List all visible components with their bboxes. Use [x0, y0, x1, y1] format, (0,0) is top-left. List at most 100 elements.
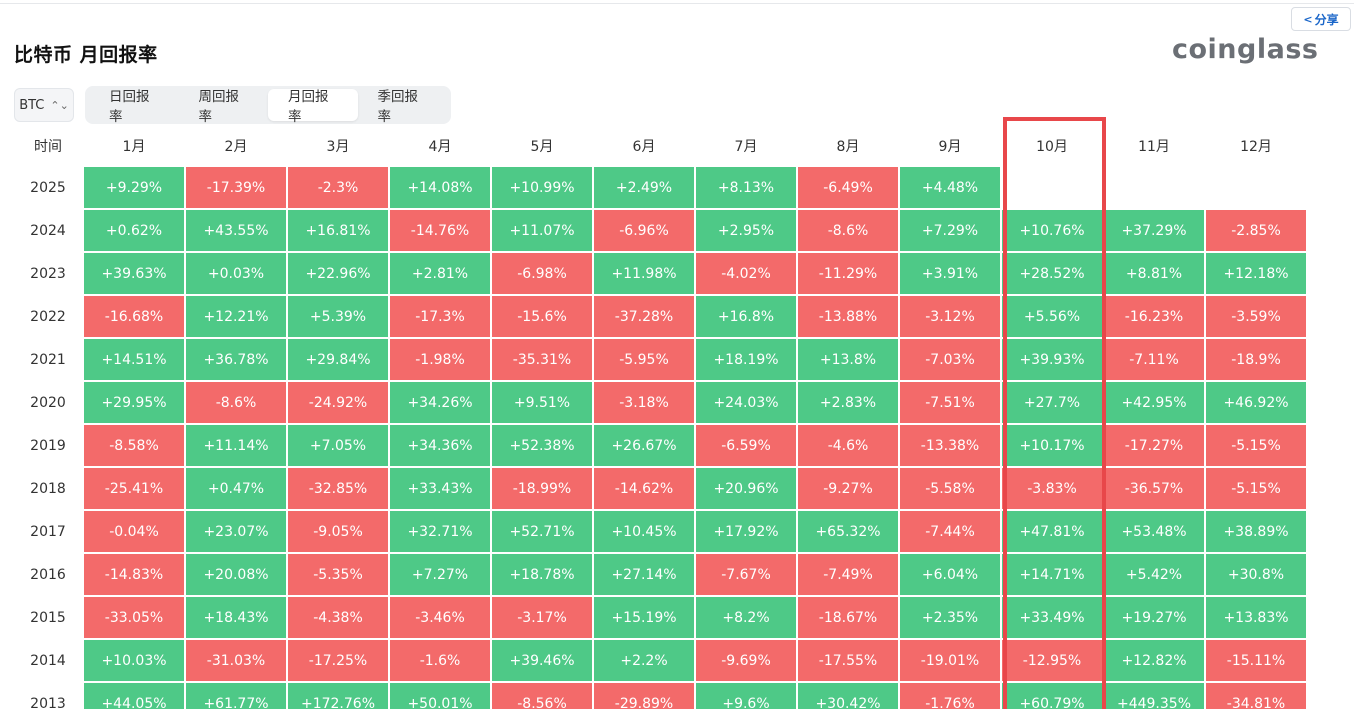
return-cell[interactable]: +3.91%: [900, 253, 1000, 294]
return-cell[interactable]: -12.95%: [1002, 640, 1102, 681]
return-cell[interactable]: +2.2%: [594, 640, 694, 681]
return-cell[interactable]: -6.49%: [798, 167, 898, 208]
return-cell[interactable]: +4.48%: [900, 167, 1000, 208]
return-cell[interactable]: -7.11%: [1104, 339, 1204, 380]
return-cell[interactable]: -4.02%: [696, 253, 796, 294]
return-cell[interactable]: +60.79%: [1002, 683, 1102, 709]
return-cell[interactable]: -14.62%: [594, 468, 694, 509]
return-cell[interactable]: +11.14%: [186, 425, 286, 466]
return-cell[interactable]: -6.96%: [594, 210, 694, 251]
return-cell[interactable]: +29.84%: [288, 339, 388, 380]
return-cell[interactable]: -15.6%: [492, 296, 592, 337]
return-cell[interactable]: +8.2%: [696, 597, 796, 638]
return-cell[interactable]: +52.38%: [492, 425, 592, 466]
return-cell[interactable]: +10.76%: [1002, 210, 1102, 251]
return-cell[interactable]: +15.19%: [594, 597, 694, 638]
return-cell[interactable]: -13.38%: [900, 425, 1000, 466]
month-header[interactable]: 3月: [326, 139, 350, 155]
return-cell[interactable]: -9.05%: [288, 511, 388, 552]
return-cell[interactable]: +39.46%: [492, 640, 592, 681]
return-cell[interactable]: -4.38%: [288, 597, 388, 638]
month-header[interactable]: 5月: [530, 139, 554, 155]
return-cell[interactable]: -8.6%: [186, 382, 286, 423]
return-cell[interactable]: +34.36%: [390, 425, 490, 466]
return-cell[interactable]: -35.31%: [492, 339, 592, 380]
return-cell[interactable]: +0.03%: [186, 253, 286, 294]
return-cell[interactable]: +0.62%: [84, 210, 184, 251]
return-cell[interactable]: -2.3%: [288, 167, 388, 208]
return-cell[interactable]: +50.01%: [390, 683, 490, 709]
return-cell[interactable]: -9.27%: [798, 468, 898, 509]
return-cell[interactable]: +449.35%: [1104, 683, 1204, 709]
return-cell[interactable]: +7.27%: [390, 554, 490, 595]
return-cell[interactable]: +7.05%: [288, 425, 388, 466]
return-cell[interactable]: -9.69%: [696, 640, 796, 681]
return-cell[interactable]: -1.98%: [390, 339, 490, 380]
return-cell[interactable]: +18.19%: [696, 339, 796, 380]
return-cell[interactable]: -17.55%: [798, 640, 898, 681]
return-cell[interactable]: +13.8%: [798, 339, 898, 380]
return-cell[interactable]: +2.81%: [390, 253, 490, 294]
return-cell[interactable]: +26.67%: [594, 425, 694, 466]
return-cell[interactable]: -7.67%: [696, 554, 796, 595]
return-cell[interactable]: +24.03%: [696, 382, 796, 423]
return-cell[interactable]: +52.71%: [492, 511, 592, 552]
return-cell[interactable]: +33.43%: [390, 468, 490, 509]
return-cell[interactable]: +16.81%: [288, 210, 388, 251]
return-cell[interactable]: -17.3%: [390, 296, 490, 337]
return-cell[interactable]: +47.81%: [1002, 511, 1102, 552]
return-cell[interactable]: +11.98%: [594, 253, 694, 294]
return-cell[interactable]: +36.78%: [186, 339, 286, 380]
return-cell[interactable]: +13.83%: [1206, 597, 1306, 638]
return-cell[interactable]: +43.55%: [186, 210, 286, 251]
return-cell[interactable]: +38.89%: [1206, 511, 1306, 552]
return-cell[interactable]: +46.92%: [1206, 382, 1306, 423]
return-cell[interactable]: -2.85%: [1206, 210, 1306, 251]
return-cell[interactable]: +7.29%: [900, 210, 1000, 251]
return-cell[interactable]: +53.48%: [1104, 511, 1204, 552]
return-cell[interactable]: -5.58%: [900, 468, 1000, 509]
return-cell[interactable]: +17.92%: [696, 511, 796, 552]
return-cell[interactable]: +18.78%: [492, 554, 592, 595]
tab-1[interactable]: 日回报率: [109, 89, 150, 125]
return-cell[interactable]: -8.56%: [492, 683, 592, 709]
return-cell[interactable]: +12.82%: [1104, 640, 1204, 681]
return-cell[interactable]: -5.15%: [1206, 468, 1306, 509]
return-cell[interactable]: +10.45%: [594, 511, 694, 552]
return-cell[interactable]: +8.13%: [696, 167, 796, 208]
return-cell[interactable]: +14.51%: [84, 339, 184, 380]
return-cell[interactable]: +10.17%: [1002, 425, 1102, 466]
return-cell[interactable]: -32.85%: [288, 468, 388, 509]
return-cell[interactable]: +5.39%: [288, 296, 388, 337]
return-cell[interactable]: -16.23%: [1104, 296, 1204, 337]
return-cell[interactable]: -6.98%: [492, 253, 592, 294]
return-cell[interactable]: -18.99%: [492, 468, 592, 509]
return-cell[interactable]: +30.42%: [798, 683, 898, 709]
return-cell[interactable]: -5.15%: [1206, 425, 1306, 466]
return-cell[interactable]: +32.71%: [390, 511, 490, 552]
return-cell[interactable]: +33.49%: [1002, 597, 1102, 638]
return-cell[interactable]: -14.76%: [390, 210, 490, 251]
return-cell[interactable]: -34.81%: [1206, 683, 1306, 709]
month-header[interactable]: 11月: [1138, 139, 1170, 155]
return-cell[interactable]: +2.95%: [696, 210, 796, 251]
month-header[interactable]: 12月: [1240, 139, 1272, 155]
return-cell[interactable]: +34.26%: [390, 382, 490, 423]
return-cell[interactable]: -24.92%: [288, 382, 388, 423]
return-cell[interactable]: -17.25%: [288, 640, 388, 681]
return-cell[interactable]: -15.11%: [1206, 640, 1306, 681]
return-cell[interactable]: +16.8%: [696, 296, 796, 337]
return-cell[interactable]: +22.96%: [288, 253, 388, 294]
return-cell[interactable]: +9.6%: [696, 683, 796, 709]
return-cell[interactable]: -7.51%: [900, 382, 1000, 423]
return-cell[interactable]: +39.93%: [1002, 339, 1102, 380]
return-cell[interactable]: -25.41%: [84, 468, 184, 509]
return-cell[interactable]: +39.63%: [84, 253, 184, 294]
return-cell[interactable]: -1.76%: [900, 683, 1000, 709]
return-cell[interactable]: +23.07%: [186, 511, 286, 552]
return-cell[interactable]: +172.76%: [288, 683, 388, 709]
month-header[interactable]: 2月: [224, 139, 248, 155]
return-cell[interactable]: +27.14%: [594, 554, 694, 595]
coin-select[interactable]: BTC ⌃⌄: [14, 88, 74, 122]
return-cell[interactable]: -8.6%: [798, 210, 898, 251]
